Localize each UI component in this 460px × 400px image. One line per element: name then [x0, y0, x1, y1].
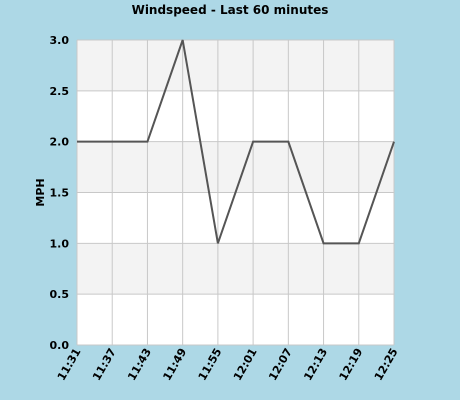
y-axis-label: MPH: [34, 178, 47, 206]
x-tick-label: 12:01: [231, 346, 260, 383]
x-tick-label: 12:13: [301, 346, 330, 383]
y-axis-ticks: 0.0 0.5 1.0 1.5 2.0 2.5 3.0: [50, 34, 70, 352]
y-tick-label: 0.5: [50, 288, 70, 301]
y-tick-label: 2.5: [50, 85, 70, 98]
x-tick-label: 11:49: [160, 346, 189, 383]
x-tick-label: 11:43: [125, 346, 154, 383]
y-tick-label: 1.0: [50, 237, 70, 250]
y-tick-label: 0.0: [50, 339, 70, 352]
x-axis-ticks: 11:31 11:37 11:43 11:49 11:55 12:01 12:07 12:13…: [55, 346, 401, 383]
plot-band: [77, 40, 394, 91]
plot-band: [77, 192, 394, 244]
y-tick-label: 2.0: [50, 136, 70, 149]
x-tick-label: 12:07: [266, 346, 295, 383]
plot-band: [77, 141, 394, 193]
plot-band: [77, 294, 394, 345]
plot-band: [77, 90, 394, 142]
x-tick-label: 12:19: [337, 346, 366, 383]
x-tick-label: 11:37: [90, 346, 119, 383]
chart-title: Windspeed - Last 60 minutes: [132, 3, 329, 17]
series-line: [77, 39, 395, 245]
series-group: [77, 39, 395, 245]
plot-bands: [77, 40, 394, 345]
x-tick-label: 11:55: [196, 346, 225, 383]
grid-lines: [76, 39, 395, 346]
y-tick-label: 1.5: [50, 187, 70, 200]
x-tick-label: 12:25: [372, 346, 401, 383]
plot-band: [77, 243, 394, 295]
y-tick-label: 3.0: [50, 34, 70, 47]
